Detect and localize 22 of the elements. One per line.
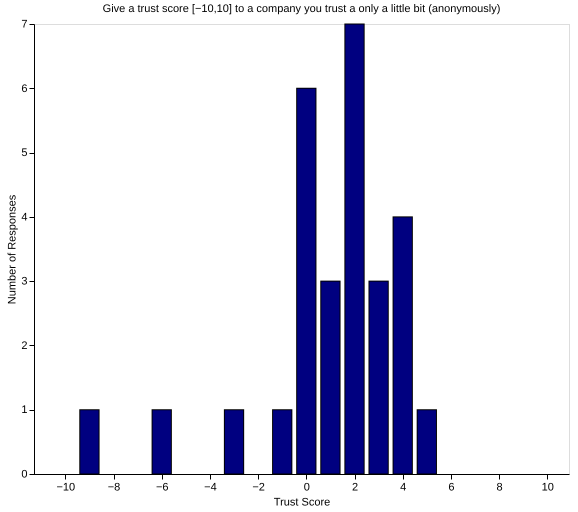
- y-tick-label: 2: [21, 340, 28, 352]
- y-tick-label: 7: [21, 18, 28, 30]
- x-tick-label: −6: [156, 482, 168, 494]
- y-tick-label: 5: [21, 147, 28, 160]
- x-tick-label: −2: [252, 482, 265, 494]
- x-axis-title: Trust Score: [274, 496, 330, 508]
- x-tick-label: 8: [496, 482, 503, 494]
- y-tick-label: 6: [21, 82, 28, 95]
- x-tick-label: 2: [352, 482, 358, 494]
- x-tick-label: 4: [400, 482, 406, 494]
- x-tick-label: 0: [304, 482, 310, 494]
- y-axis-title: Number of Responses: [6, 194, 18, 304]
- x-tick-label: 6: [448, 482, 454, 494]
- y-tick-label: 0: [21, 468, 28, 480]
- y-tick-label: 4: [21, 211, 28, 224]
- y-tick-label: 3: [21, 276, 28, 288]
- x-tick-label: 10: [542, 482, 554, 494]
- y-tick-label: 1: [21, 404, 28, 416]
- x-tick-label: −8: [108, 482, 120, 494]
- x-tick-label: −10: [56, 482, 76, 494]
- x-tick-label: −4: [204, 482, 217, 494]
- chart-title: Give a trust score [−10,10] to a company you trust a only a little bit (anonymously): [102, 3, 500, 15]
